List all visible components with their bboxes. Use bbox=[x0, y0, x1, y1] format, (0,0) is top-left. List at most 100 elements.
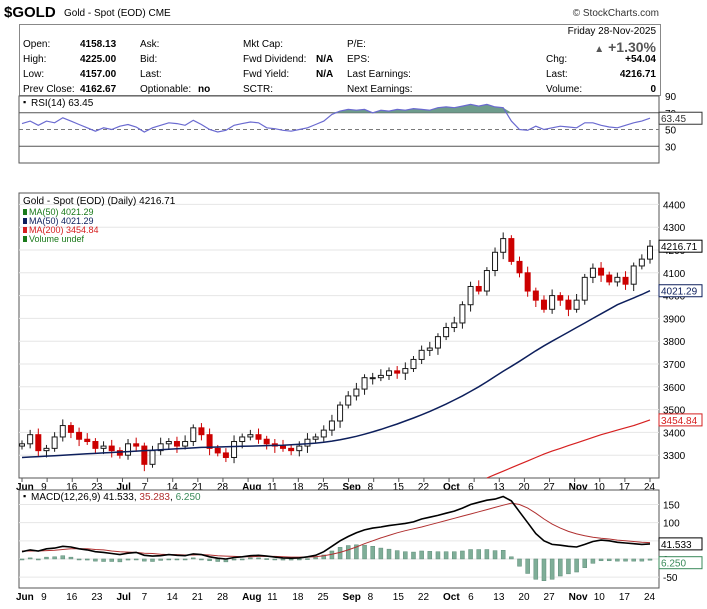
x-axis-label: 9 bbox=[41, 592, 47, 603]
pct-change-value: +1.30% bbox=[608, 39, 656, 55]
price-panel bbox=[18, 192, 660, 479]
candle-body bbox=[59, 425, 66, 438]
x-axis-label: 28 bbox=[217, 482, 229, 493]
x-axis-label: 6 bbox=[468, 592, 474, 603]
macd-hist-bar bbox=[378, 547, 384, 560]
macd-hist-bar bbox=[297, 558, 302, 561]
rsi-tick-label: 90 bbox=[665, 92, 677, 103]
macd-hist-bar bbox=[166, 558, 172, 561]
candle-body bbox=[141, 445, 148, 465]
candle-body bbox=[100, 445, 107, 449]
rsi-last-label-box bbox=[658, 111, 703, 125]
x-axis-label: 14 bbox=[167, 482, 179, 493]
x-axis-label: Jul bbox=[116, 482, 131, 493]
legend-entry: MA(50) 4021.29 bbox=[29, 216, 94, 226]
macd-hist-bar bbox=[93, 558, 98, 562]
exchange-name: CME bbox=[148, 8, 171, 19]
macd-line bbox=[21, 495, 651, 560]
candle-body bbox=[606, 274, 613, 283]
macd-title-hist: 6.250 bbox=[176, 492, 201, 503]
x-axis-label: 28 bbox=[217, 592, 229, 603]
macd-hist-bar bbox=[305, 558, 310, 560]
macd-hist-label: 6.250 bbox=[661, 559, 686, 570]
macd-hist-bar bbox=[566, 558, 571, 575]
x-axis-label: 6 bbox=[468, 482, 474, 493]
candle-body bbox=[320, 429, 327, 438]
candle-body bbox=[182, 441, 189, 447]
macd-hist-bar bbox=[52, 556, 57, 560]
chart-header: $GOLD Gold - Spot (EOD) CME © StockChart… bbox=[0, 0, 707, 24]
candle-body bbox=[296, 445, 303, 452]
x-axis-label: 24 bbox=[644, 592, 656, 603]
macd-hist-label-box bbox=[658, 556, 703, 570]
x-axis-label: 15 bbox=[393, 482, 405, 493]
candle-body bbox=[206, 434, 213, 449]
candle-body bbox=[345, 395, 352, 406]
x-axis-label: 11 bbox=[267, 592, 278, 603]
candle-body bbox=[51, 436, 58, 449]
price-title: Gold - Spot (EOD) (Daily) 4216.71 bbox=[23, 196, 176, 207]
candle-body bbox=[247, 434, 254, 438]
candle-body bbox=[524, 272, 531, 292]
x-axis-label: Nov bbox=[569, 592, 588, 603]
candle-body bbox=[459, 304, 466, 324]
macd-hist-bar bbox=[150, 558, 155, 562]
candle-body bbox=[214, 447, 221, 454]
macd-hist-bar bbox=[354, 544, 359, 560]
macd-hist-bar bbox=[280, 558, 286, 561]
candle-body bbox=[108, 445, 115, 452]
x-axis-label: Sep bbox=[343, 592, 361, 603]
x-axis-label: Oct bbox=[443, 482, 460, 493]
candle-body bbox=[614, 276, 621, 283]
candle-body bbox=[312, 436, 319, 440]
macd-last-label: 41.533 bbox=[661, 540, 692, 551]
macd-hist-bar bbox=[84, 558, 90, 561]
macd-hist-bar bbox=[27, 557, 33, 560]
candle-body bbox=[426, 347, 433, 351]
x-axis-label: 16 bbox=[66, 482, 78, 493]
quote-label: Prev Close: bbox=[23, 84, 75, 95]
quote-label: Last Earnings: bbox=[347, 69, 411, 80]
candle-body bbox=[125, 443, 132, 456]
x-axis-label: 10 bbox=[594, 592, 606, 603]
x-axis-label: 24 bbox=[644, 482, 656, 493]
macd-title-macd: MACD(12,26,9) 41.533 bbox=[31, 492, 134, 503]
legend-swatch bbox=[23, 236, 27, 242]
legend-entry: MA(50) 4021.29 bbox=[29, 207, 94, 217]
candle-body bbox=[263, 438, 270, 445]
ma200-value-label-box bbox=[658, 413, 703, 427]
x-axis-label: Oct bbox=[443, 592, 460, 603]
rsi-tick-label: 30 bbox=[665, 142, 677, 153]
x-axis-label: 15 bbox=[393, 592, 405, 603]
candle-body bbox=[222, 452, 229, 458]
x-axis-label: 13 bbox=[493, 592, 505, 603]
x-axis-label: 7 bbox=[142, 482, 148, 493]
candle-body bbox=[483, 270, 490, 292]
candle-body bbox=[622, 276, 629, 285]
macd-hist-bar bbox=[191, 557, 196, 560]
quote-label: SCTR: bbox=[243, 84, 273, 95]
x-axis-label: 21 bbox=[192, 592, 204, 603]
x-axis-label: 13 bbox=[493, 482, 505, 493]
macd-hist-bar bbox=[525, 558, 530, 574]
macd-tick-label: -50 bbox=[663, 573, 678, 584]
candle-body bbox=[516, 260, 523, 274]
quote-label: Last: bbox=[140, 69, 162, 80]
macd-hist-bar bbox=[370, 546, 375, 560]
macd-hist-bar bbox=[492, 550, 498, 560]
macd-hist-bar bbox=[321, 554, 327, 560]
candle-body bbox=[288, 447, 295, 452]
instrument-name: Gold - Spot (EOD) bbox=[64, 8, 146, 19]
candle-body bbox=[394, 370, 401, 374]
quote-label: Chg: bbox=[546, 54, 568, 65]
candle-body bbox=[116, 450, 123, 456]
candle-body bbox=[133, 443, 140, 447]
rsi-line bbox=[21, 103, 651, 133]
x-axis-label: 25 bbox=[317, 482, 329, 493]
price-tick-label: 4300 bbox=[663, 223, 686, 234]
macd-hist-bar bbox=[345, 545, 351, 560]
brand-link[interactable]: © StockCharts.com bbox=[572, 8, 659, 19]
macd-hist-bar bbox=[500, 550, 506, 560]
price-tick-label: 3600 bbox=[663, 383, 686, 394]
